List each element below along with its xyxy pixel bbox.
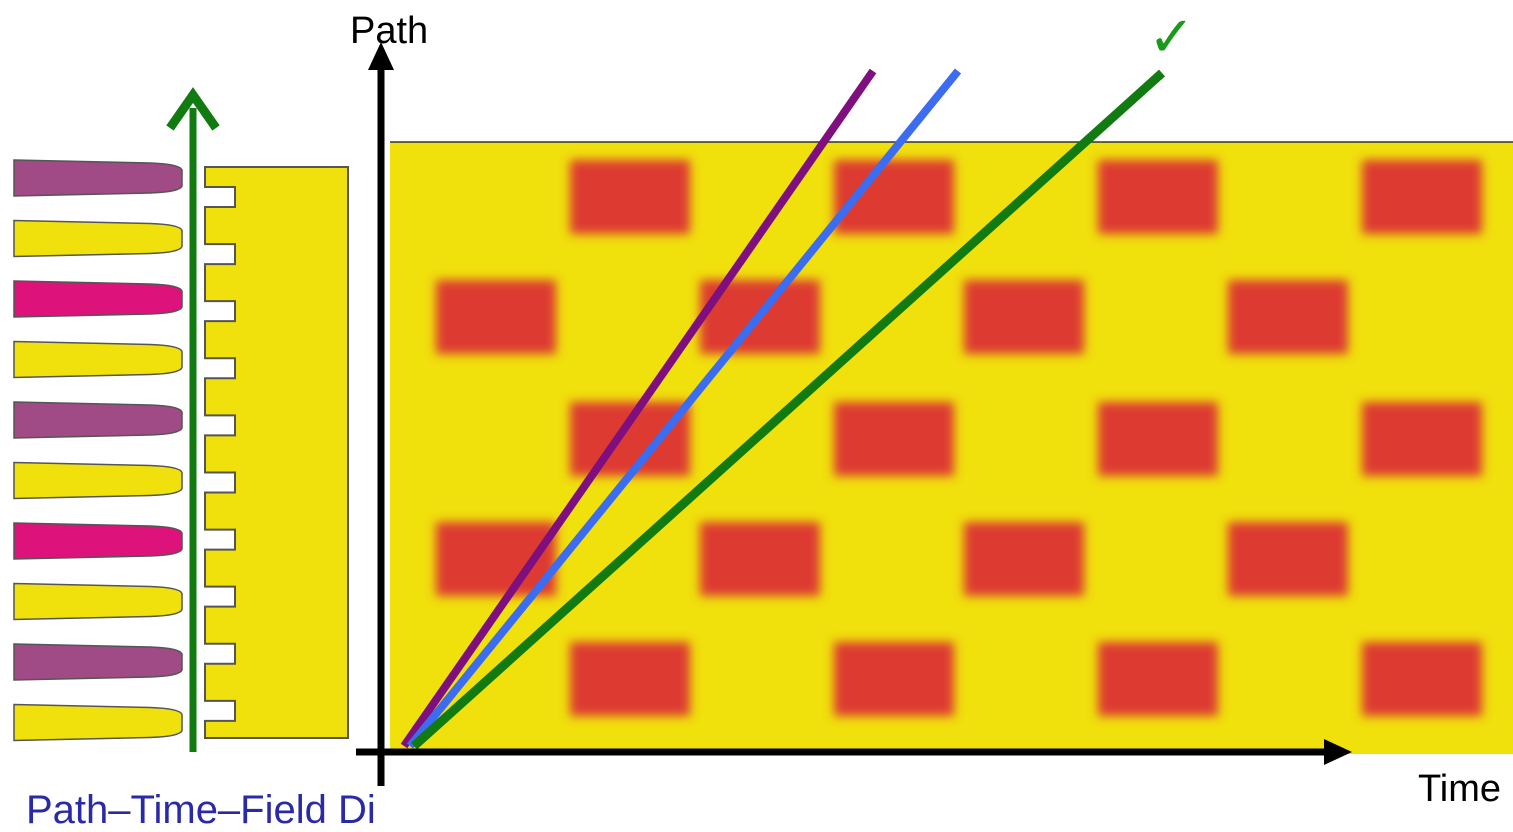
red-block xyxy=(436,280,556,354)
stator-comb xyxy=(204,166,349,739)
red-blocks xyxy=(436,160,1482,716)
blade-shape xyxy=(13,219,183,258)
red-block xyxy=(1228,522,1348,596)
blade-shape xyxy=(13,280,183,318)
red-block xyxy=(1362,642,1482,716)
red-block xyxy=(1098,642,1218,716)
green-trajectory-line xyxy=(410,69,1166,750)
red-block xyxy=(700,522,820,596)
red-block xyxy=(834,402,954,476)
path-axis-label: Path xyxy=(350,10,429,52)
check-mark-icon: ✓ xyxy=(1148,5,1195,70)
red-block xyxy=(1362,402,1482,476)
red-block xyxy=(964,280,1084,354)
red-block xyxy=(570,402,690,476)
red-block xyxy=(1098,402,1218,476)
blade-column xyxy=(13,159,183,742)
green-path-arrowhead xyxy=(166,87,220,131)
blade-shape xyxy=(13,159,183,197)
blade-shape xyxy=(13,461,183,500)
red-block xyxy=(1098,160,1218,234)
purple-trajectory-line xyxy=(400,68,877,749)
blade-shape xyxy=(13,643,183,681)
time-axis-label: Time xyxy=(1418,768,1502,810)
red-block xyxy=(1362,160,1482,234)
diagram-caption: Path–Time–Field Di xyxy=(26,788,376,832)
blade-shape xyxy=(13,401,183,439)
path-axis-arrowhead xyxy=(368,42,394,70)
blade-shape xyxy=(13,340,183,379)
blade-shape xyxy=(13,703,183,742)
red-block xyxy=(570,642,690,716)
blue-trajectory-line xyxy=(406,68,962,749)
time-axis-arrowhead xyxy=(1324,739,1352,765)
red-block xyxy=(834,642,954,716)
red-block xyxy=(1228,280,1348,354)
blade-shape xyxy=(13,522,183,560)
red-block xyxy=(570,160,690,234)
blade-shape xyxy=(13,582,183,621)
red-block xyxy=(964,522,1084,596)
path-time-diagram xyxy=(13,42,1513,786)
